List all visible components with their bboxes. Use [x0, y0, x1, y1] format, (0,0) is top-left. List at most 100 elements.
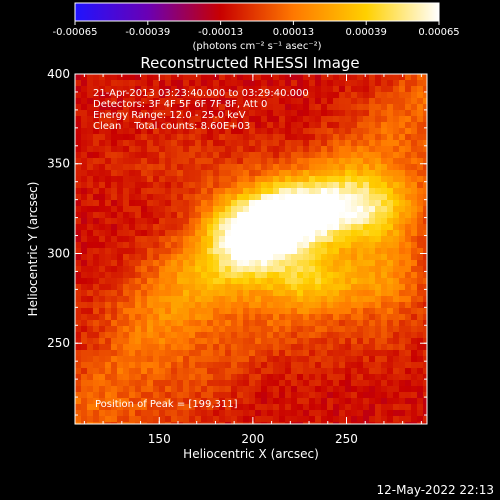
- heatmap-cell: [93, 314, 100, 321]
- heatmap-cell: [363, 410, 370, 417]
- heatmap-cell: [129, 380, 136, 387]
- heatmap-cell: [381, 104, 388, 111]
- heatmap-cell: [231, 188, 238, 195]
- heatmap-cell: [339, 188, 346, 195]
- heatmap-cell: [357, 326, 364, 333]
- heatmap-cell: [159, 350, 166, 357]
- heatmap-cell: [273, 356, 280, 363]
- heatmap-cell: [393, 380, 400, 387]
- heatmap-cell: [183, 200, 190, 207]
- heatmap-cell: [423, 260, 428, 267]
- heatmap-cell: [189, 194, 196, 201]
- heatmap-cell: [291, 272, 298, 279]
- heatmap-cell: [201, 362, 208, 369]
- heatmap-cell: [303, 230, 310, 237]
- heatmap-cell: [279, 398, 286, 405]
- heatmap-cell: [267, 176, 274, 183]
- heatmap-cell: [309, 224, 316, 231]
- heatmap-cell: [309, 212, 316, 219]
- heatmap-cell: [369, 218, 376, 225]
- heatmap-cell: [87, 206, 94, 213]
- heatmap-cell: [93, 284, 100, 291]
- heatmap-cell: [345, 134, 352, 141]
- heatmap-cell: [321, 122, 328, 129]
- heatmap-cell: [141, 230, 148, 237]
- heatmap-cell: [201, 128, 208, 135]
- heatmap-cell: [303, 74, 310, 81]
- heatmap-cell: [141, 272, 148, 279]
- heatmap-cell: [189, 254, 196, 261]
- heatmap-cell: [75, 230, 82, 237]
- heatmap-cell: [249, 350, 256, 357]
- heatmap-cell: [93, 308, 100, 315]
- heatmap-cell: [381, 74, 388, 81]
- heatmap-cell: [153, 320, 160, 327]
- heatmap-cell: [105, 332, 112, 339]
- heatmap-cell: [117, 206, 124, 213]
- heatmap-cell: [345, 392, 352, 399]
- heatmap-cell: [99, 308, 106, 315]
- heatmap-cell: [237, 410, 244, 417]
- heatmap-cell: [303, 362, 310, 369]
- heatmap-cell: [279, 176, 286, 183]
- heatmap-cell: [255, 230, 262, 237]
- heatmap-cell: [177, 368, 184, 375]
- heatmap-cell: [129, 326, 136, 333]
- heatmap-cell: [231, 356, 238, 363]
- heatmap-cell: [387, 110, 394, 117]
- heatmap-cell: [423, 398, 428, 405]
- heatmap-cell: [153, 332, 160, 339]
- heatmap-cell: [207, 116, 214, 123]
- heatmap-cell: [243, 248, 250, 255]
- heatmap-cell: [213, 200, 220, 207]
- heatmap-cell: [201, 410, 208, 417]
- heatmap-cell: [267, 188, 274, 195]
- heatmap-cell: [183, 278, 190, 285]
- heatmap-cell: [279, 80, 286, 87]
- heatmap-cell: [165, 308, 172, 315]
- heatmap-cell: [177, 92, 184, 99]
- heatmap-cell: [93, 194, 100, 201]
- heatmap-cell: [369, 242, 376, 249]
- heatmap-cell: [201, 350, 208, 357]
- heatmap-cell: [171, 386, 178, 393]
- heatmap-cell: [213, 308, 220, 315]
- heatmap-cell: [201, 212, 208, 219]
- heatmap-cell: [405, 416, 412, 423]
- heatmap-cell: [285, 164, 292, 171]
- colorbar-tick-label: 0.00039: [346, 27, 387, 38]
- heatmap-cell: [171, 134, 178, 141]
- heatmap-cell: [351, 416, 358, 423]
- heatmap-cell: [345, 218, 352, 225]
- heatmap-cell: [249, 98, 256, 105]
- heatmap-cell: [291, 290, 298, 297]
- heatmap-cell: [93, 350, 100, 357]
- heatmap-cell: [213, 140, 220, 147]
- heatmap-cell: [345, 404, 352, 411]
- heatmap-cell: [123, 254, 130, 261]
- heatmap-cell: [105, 80, 112, 87]
- heatmap-cell: [411, 176, 418, 183]
- heatmap-cell: [111, 98, 118, 105]
- heatmap-cell: [123, 194, 130, 201]
- heatmap-cell: [405, 284, 412, 291]
- heatmap-cell: [417, 392, 424, 399]
- heatmap-cell: [345, 362, 352, 369]
- heatmap-cell: [99, 212, 106, 219]
- heatmap-cell: [249, 92, 256, 99]
- heatmap-cell: [129, 398, 136, 405]
- heatmap-cell: [177, 218, 184, 225]
- heatmap-cell: [393, 362, 400, 369]
- heatmap-cell: [159, 224, 166, 231]
- heatmap-cell: [75, 152, 82, 159]
- heatmap-cell: [297, 278, 304, 285]
- heatmap-cell: [369, 206, 376, 213]
- heatmap-cell: [249, 362, 256, 369]
- heatmap-cell: [321, 404, 328, 411]
- heatmap-cell: [333, 134, 340, 141]
- heatmap-cell: [393, 158, 400, 165]
- heatmap-cell: [105, 146, 112, 153]
- heatmap-cell: [309, 122, 316, 129]
- heatmap-cell: [381, 278, 388, 285]
- heatmap-cell: [219, 296, 226, 303]
